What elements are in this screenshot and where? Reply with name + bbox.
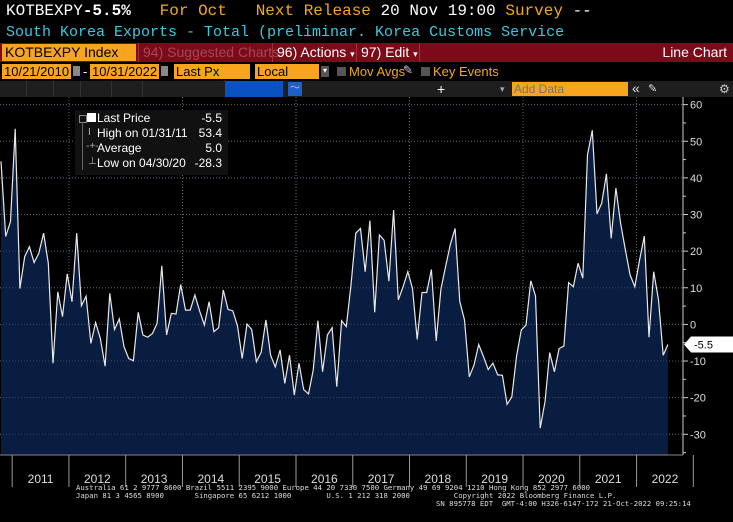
legend-low-label: Low on 04/30/20: [97, 156, 186, 170]
pencil-icon[interactable]: ✎: [648, 83, 658, 95]
legend-low-value: -28.3: [194, 156, 222, 170]
x-tick-label: 2018: [425, 472, 452, 486]
high-marker-icon: I: [88, 127, 91, 138]
average-marker-icon: -+-: [86, 141, 99, 152]
next-release: 20 Nov 19:00: [380, 2, 496, 20]
chart-options-bar: 10/21/2010 - 10/31/2022 Last Px Local CC…: [0, 63, 733, 94]
security-input[interactable]: KOTBEXPY Index: [2, 44, 136, 61]
chevron-down-icon: ▾: [350, 49, 355, 59]
y-tick-label: -30: [690, 429, 706, 441]
x-tick-label: 2022: [652, 472, 679, 486]
chevron-down-icon[interactable]: ▾: [500, 84, 505, 94]
y-tick-label: 10: [690, 283, 702, 295]
series-line-last-price: [0, 128, 669, 429]
ticker: KOTBEXPY: [6, 2, 83, 20]
start-date-input[interactable]: 10/21/2010: [2, 64, 71, 79]
line-chart-icon[interactable]: 〜: [288, 82, 302, 96]
toolbar-slot[interactable]: [54, 81, 81, 97]
y-tick-label: 40: [690, 173, 702, 185]
gear-icon[interactable]: ⚙: [719, 82, 730, 96]
line-chart[interactable]: -30 -20 -10 0 10 20 30 40 50 60 -5.5 2011 2012 2013 20…: [0, 97, 733, 492]
toolbar-slot[interactable]: [27, 81, 54, 97]
series-swatch-icon: [87, 113, 96, 122]
y-tick-label: 30: [690, 210, 702, 222]
edit-button[interactable]: 97) Edit ▾: [356, 43, 422, 62]
for-label: For: [159, 2, 189, 20]
toolbar-slot[interactable]: [112, 81, 143, 97]
actions-button[interactable]: 96) Actions ▾: [272, 43, 359, 62]
collapse-icon[interactable]: «: [632, 80, 640, 96]
x-tick-label: 2020: [538, 472, 565, 486]
currency-select[interactable]: Local CCY: [255, 64, 319, 94]
suggested-charts-button[interactable]: 94) Suggested Charts: [138, 43, 283, 62]
last-change: -5.5%: [82, 2, 131, 20]
x-tick-label: 2014: [197, 472, 224, 486]
key-events-label: Key Events: [433, 64, 499, 79]
collapse-legend-icon[interactable]: [79, 115, 87, 123]
chart-legend: Last Price -5.5 I High on 01/31/11 53.4 …: [75, 110, 228, 175]
y-tick-label: -20: [690, 393, 706, 405]
footer-contacts-2: Japan 81 3 4565 8900 Singapore 65 6212 1…: [76, 491, 617, 500]
legend-tree-line: [82, 122, 83, 170]
x-tick-label: 2012: [84, 472, 111, 486]
low-marker-icon: ⊥: [88, 156, 97, 167]
y-tick-label: 50: [690, 136, 702, 148]
chart-type-label[interactable]: Line Chart: [419, 43, 733, 62]
x-tick-label: 2011: [28, 472, 54, 486]
area-fill: [1, 128, 668, 456]
footer-contacts-1: Australia 61 2 9777 8600 Brazil 5511 239…: [76, 483, 590, 492]
x-tick-label: 2017: [368, 472, 395, 486]
next-release-label: Next Release: [255, 2, 371, 20]
legend-average-label: Average: [97, 141, 142, 155]
actions-label: 96) Actions: [277, 44, 347, 60]
add-icon[interactable]: +: [437, 81, 446, 97]
mov-avgs-checkbox[interactable]: [337, 67, 346, 76]
x-tick-label: 2019: [481, 472, 508, 486]
security-description: South Korea Exports - Total (preliminar.…: [6, 24, 565, 41]
survey-label: Survey: [505, 2, 563, 20]
toolbar-slot[interactable]: [0, 81, 27, 97]
last-value-tag: [684, 336, 733, 353]
period: Oct: [198, 2, 227, 20]
footer-session-info: SN 895778 EDT GMT-4:00 H326-6147-172 21-…: [436, 499, 691, 508]
y-tick-label: 60: [690, 100, 702, 112]
legend-high-label: High on 01/31/11: [97, 126, 188, 140]
legend-high-value: 53.4: [198, 126, 222, 140]
y-tick-label: -10: [690, 356, 706, 368]
x-tick-label: 2021: [595, 472, 622, 486]
chevron-down-icon: ▾: [413, 49, 418, 59]
x-tick-label: 2016: [311, 472, 338, 486]
mov-avgs-label: Mov Avgs: [349, 64, 406, 79]
legend-average-value: 5.0: [205, 141, 222, 155]
calendar-icon[interactable]: [161, 66, 168, 76]
pencil-icon[interactable]: ✎: [403, 63, 414, 77]
field-input[interactable]: Last Px: [174, 64, 250, 79]
key-events-checkbox[interactable]: [421, 67, 430, 76]
color-swatch[interactable]: [225, 81, 283, 97]
date-separator: -: [83, 64, 88, 79]
add-data-input[interactable]: [512, 82, 628, 96]
security-header: KOTBEXPY-5.5% For Oct Next Release 20 No…: [6, 2, 592, 22]
survey-value: --: [572, 2, 592, 20]
x-tick-label: 2015: [254, 472, 281, 486]
x-tick-label: 2013: [141, 472, 168, 486]
calendar-icon[interactable]: [73, 66, 80, 76]
toolbar-slot[interactable]: [81, 81, 112, 97]
legend-last-label: Last Price: [97, 111, 151, 125]
edit-label: 97) Edit: [361, 44, 410, 60]
command-bar: KOTBEXPY Index 94) Suggested Charts 96) …: [0, 43, 733, 62]
end-date-input[interactable]: 10/31/2022: [90, 64, 159, 79]
legend-last-value: -5.5: [201, 111, 222, 125]
last-value-label: -5.5: [694, 340, 713, 352]
y-tick-label: 0: [690, 319, 696, 331]
chart-toolbar: 〜 + ▾ « ✎ ⚙: [0, 81, 733, 97]
y-tick-label: 20: [690, 246, 702, 258]
chevron-down-icon[interactable]: ▾: [321, 66, 329, 77]
